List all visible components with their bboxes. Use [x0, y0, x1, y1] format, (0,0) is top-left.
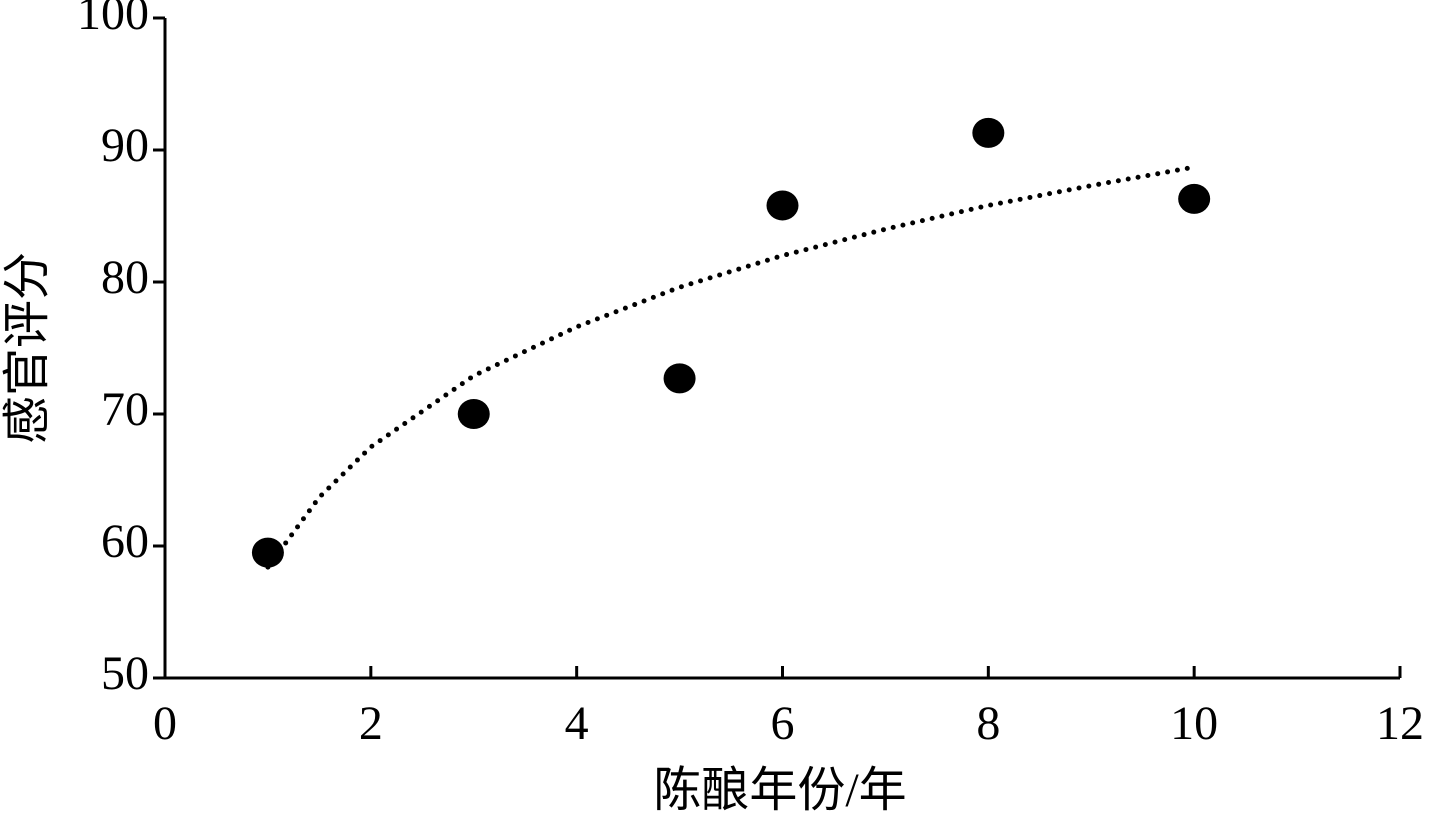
point — [663, 363, 696, 394]
y-tick-label: 90 — [101, 119, 149, 172]
x-tick-label: 6 — [771, 697, 795, 750]
x-tick-label: 10 — [1170, 697, 1218, 750]
y-tick-label: 50 — [101, 647, 149, 700]
x-tick-label: 8 — [976, 697, 1000, 750]
point — [457, 399, 490, 429]
y-axis-label: 感官评分 — [1, 252, 54, 444]
point — [766, 190, 799, 221]
point — [972, 117, 1005, 148]
y-tick-label: 100 — [77, 0, 149, 40]
y-tick-label: 60 — [101, 515, 149, 568]
y-tick-label: 80 — [101, 251, 149, 304]
point — [251, 537, 284, 568]
x-tick-label: 12 — [1376, 697, 1424, 750]
trendline — [265, 164, 1197, 570]
x-tick-label: 0 — [153, 697, 177, 750]
x-tick-label: 2 — [359, 697, 383, 750]
point — [1178, 183, 1211, 214]
y-tick-label: 70 — [101, 383, 149, 436]
x-axis-label: 陈酿年份/年 — [653, 764, 906, 817]
x-tick-label: 4 — [565, 697, 589, 750]
